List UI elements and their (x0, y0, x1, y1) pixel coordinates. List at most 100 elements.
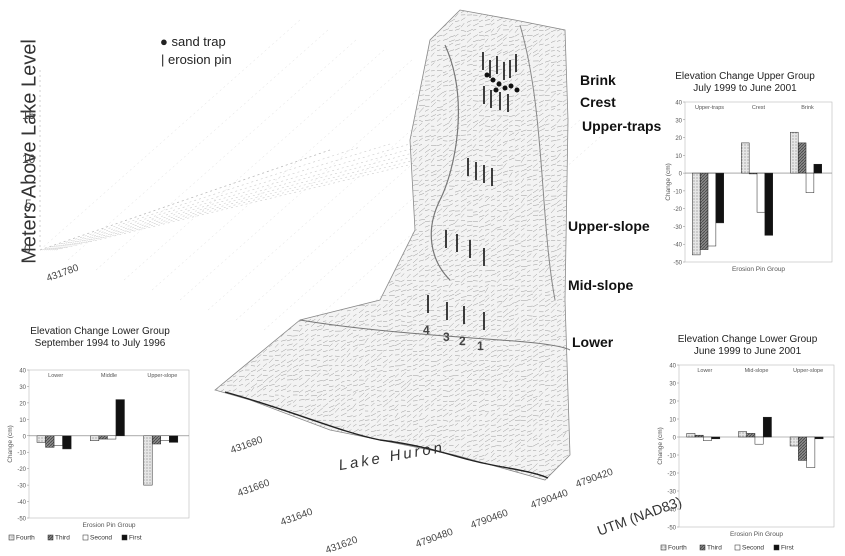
mesh-line (257, 41, 261, 43)
mesh-line (347, 35, 352, 37)
mesh-line (329, 135, 334, 137)
mesh-line (251, 315, 254, 316)
mesh-line (221, 175, 225, 176)
mesh-line (365, 195, 369, 196)
mesh-line (221, 380, 225, 381)
mesh-line (317, 34, 323, 37)
mesh-line (227, 357, 231, 358)
mesh-line (353, 258, 357, 262)
mesh-line (287, 139, 291, 143)
mesh-line (383, 29, 388, 32)
mesh-line (251, 294, 257, 298)
mesh-line (329, 158, 335, 160)
mesh-line (215, 284, 220, 287)
mesh-line (299, 249, 305, 250)
mesh-line (341, 101, 346, 103)
mesh-line (311, 104, 316, 105)
mesh-line (335, 205, 340, 206)
mesh-line (383, 113, 386, 117)
mesh-line (263, 260, 267, 261)
mesh-line (287, 79, 292, 81)
mesh-line (419, 24, 424, 26)
mesh-line (377, 71, 383, 73)
mesh-line (389, 169, 393, 170)
mesh-line (251, 69, 256, 71)
mesh-line (359, 235, 364, 236)
mesh-line (251, 154, 254, 155)
floor-grid-line (46, 141, 420, 250)
mesh-line (269, 39, 273, 41)
mesh-line (377, 289, 381, 291)
mesh-line (263, 283, 269, 285)
mesh-line (383, 105, 389, 106)
mesh-line (329, 30, 335, 32)
mesh-line (227, 93, 231, 96)
mesh-line (377, 138, 382, 143)
mesh-line (305, 48, 310, 50)
mesh-line (287, 243, 292, 245)
mesh-line (227, 333, 232, 336)
mesh-line (293, 160, 299, 161)
mesh-line (359, 94, 364, 96)
mesh-line (257, 235, 261, 236)
mesh-line (305, 224, 311, 226)
mesh-line (299, 35, 303, 36)
mesh-line (245, 403, 249, 405)
mesh-line (293, 9, 296, 12)
mesh-line (239, 161, 242, 162)
mesh-line (233, 68, 239, 73)
mesh-line (287, 303, 293, 305)
mesh-line (293, 41, 297, 43)
mesh-line (353, 79, 358, 81)
mesh-line (395, 259, 399, 260)
mesh-line (269, 225, 273, 226)
mesh-line (359, 85, 363, 86)
mesh-line (245, 342, 250, 346)
mesh-line (359, 25, 363, 27)
mesh-line (269, 295, 272, 297)
mesh-line (227, 303, 232, 306)
mesh-line (347, 279, 351, 281)
mesh-line (401, 51, 405, 53)
mesh-line (227, 290, 231, 292)
mesh-line (287, 254, 290, 257)
mesh-line (245, 159, 248, 163)
mesh-line (407, 93, 412, 97)
mesh-line (215, 256, 220, 258)
mesh-line (407, 9, 412, 11)
mesh-line (341, 40, 345, 41)
mesh-line (377, 56, 380, 57)
mesh-line (383, 234, 388, 236)
mesh-line (257, 118, 263, 121)
mesh-line (311, 304, 317, 306)
floor-grid-line (124, 50, 384, 280)
mesh-line (221, 374, 227, 376)
mesh-line (569, 153, 574, 157)
mesh-line (407, 125, 412, 127)
mesh-line (233, 354, 238, 356)
mesh-line (281, 65, 285, 66)
mesh-line (419, 45, 424, 48)
mesh-line (365, 109, 371, 110)
mesh-line (419, 60, 422, 63)
mesh-line (239, 247, 244, 250)
mesh-line (353, 213, 358, 218)
mesh-line (257, 304, 261, 307)
mesh-line (389, 131, 393, 132)
mesh-line (395, 48, 400, 52)
mesh-line (281, 290, 286, 291)
mesh-line (569, 51, 573, 52)
mesh-line (533, 13, 538, 17)
mesh-line (515, 15, 519, 17)
mesh-line (221, 358, 226, 362)
mesh-line (293, 245, 297, 248)
mesh-line (353, 113, 359, 115)
mesh-line (293, 15, 297, 17)
mesh-line (521, 9, 527, 10)
mesh-line (317, 31, 322, 32)
mesh-line (335, 244, 340, 246)
mesh-line (377, 190, 381, 191)
mesh-line (341, 69, 345, 73)
mesh-line (329, 215, 335, 218)
mesh-line (221, 165, 224, 168)
